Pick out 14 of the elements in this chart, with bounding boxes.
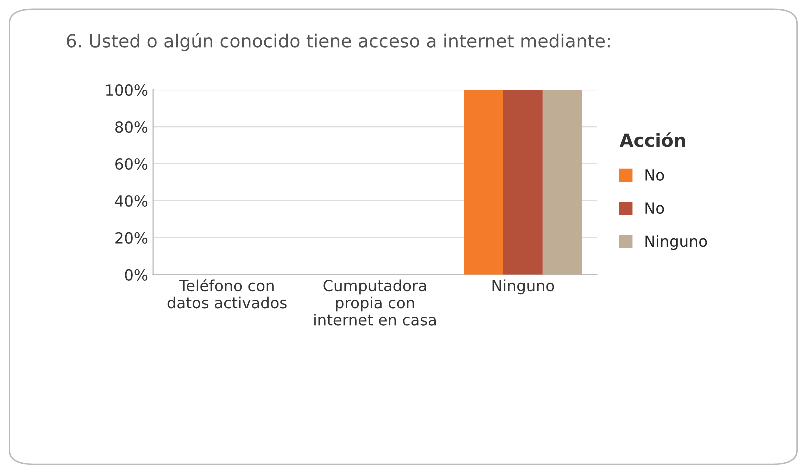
legend-label: No [646, 202, 664, 214]
y-tick-label: 40% [115, 195, 148, 207]
legend-label: Ninguno [646, 235, 708, 250]
chart-title: 6. Usted o algún conocido tiene acceso a internet mediante: [67, 33, 610, 52]
x-tick-label: Cumputadora propia con internet en casa [314, 280, 436, 326]
x-tick-label: Ninguno [492, 280, 554, 295]
y-tick-label: 100% [106, 84, 148, 96]
x-tick-label: Teléfono con datos activados [168, 279, 287, 309]
y-tick-label: 80% [116, 121, 148, 134]
legend-title: Acción [620, 132, 686, 148]
y-tick-label: 0% [125, 269, 148, 281]
legend-label: No [646, 170, 664, 181]
y-tick-label: 60% [116, 158, 148, 170]
y-tick-label: 20% [116, 232, 148, 244]
